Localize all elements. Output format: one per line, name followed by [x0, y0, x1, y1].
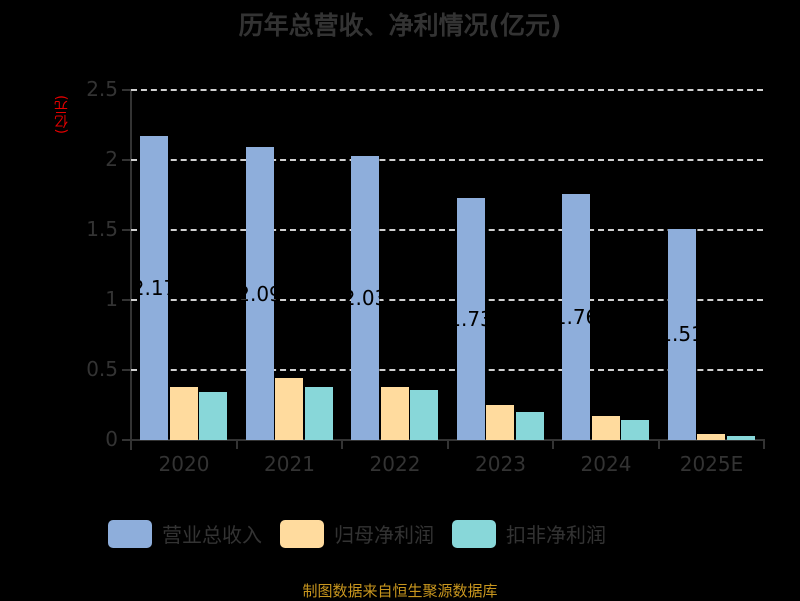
x-tick-label: 2022 — [369, 452, 421, 476]
bar-revenue — [456, 197, 485, 440]
bar-revenue — [140, 136, 168, 440]
legend-item[interactable]: 营业总收入 — [108, 519, 262, 548]
bar-value-label: 2.03 — [342, 285, 388, 310]
x-tick-mark — [552, 440, 554, 449]
x-tick-mark — [235, 440, 238, 449]
gridline — [131, 89, 763, 91]
bar-value-label: 1.51 — [659, 322, 704, 347]
bar-value-label: 1.76 — [553, 304, 599, 329]
legend-label: 扣非净利润 — [506, 523, 606, 547]
y-tick-label: 1 — [105, 287, 118, 311]
y-tick-mark — [122, 299, 131, 301]
bar-value-label: 2.09 — [237, 281, 282, 306]
bar-value-label: 2.17 — [131, 276, 177, 301]
gridline — [131, 369, 763, 371]
y-tick-mark — [122, 89, 131, 91]
gridline — [131, 229, 763, 231]
legend-swatch — [280, 519, 324, 548]
bar-revenue — [351, 155, 379, 440]
y-tick-label: 2 — [105, 147, 118, 171]
gridline — [131, 299, 763, 301]
y-tick-mark — [122, 159, 131, 161]
bar-deducted-net-profit — [515, 412, 544, 440]
y-tick-label: 1.5 — [86, 217, 118, 241]
y-tick-label: 0.5 — [86, 357, 118, 381]
bar-deducted-net-profit — [621, 420, 649, 440]
x-tick-mark — [446, 440, 449, 449]
y-tick-mark — [122, 369, 131, 371]
x-tick-label: 2023 — [475, 452, 526, 476]
bar-net-profit — [486, 405, 514, 440]
data-source-note: 制图数据来自恒生聚源数据库 — [302, 582, 498, 600]
y-axis-line — [130, 90, 132, 450]
legend-label: 归母净利润 — [334, 523, 434, 547]
y-tick-mark — [122, 229, 131, 231]
bar-value-label: 1.73 — [448, 306, 493, 331]
bar-deducted-net-profit — [304, 386, 333, 440]
gridline — [131, 159, 763, 161]
x-tick-label: 2024 — [580, 452, 632, 476]
legend-label: 营业总收入 — [162, 523, 262, 547]
y-tick-mark — [122, 439, 131, 441]
legend-item[interactable]: 归母净利润 — [280, 519, 434, 548]
bar-net-profit — [591, 416, 620, 440]
legend-swatch — [108, 519, 152, 548]
bar-net-profit — [275, 378, 303, 440]
legend-item[interactable]: 扣非净利润 — [452, 519, 606, 548]
bar-net-profit — [697, 434, 725, 440]
bar-deducted-net-profit — [199, 392, 227, 440]
x-tick-label: 2025E — [679, 452, 744, 476]
bar-net-profit — [169, 386, 198, 440]
x-tick-mark — [341, 440, 343, 449]
x-tick-mark — [130, 440, 132, 449]
x-tick-mark — [657, 440, 660, 449]
x-tick-mark — [763, 440, 765, 449]
bar-revenue — [245, 147, 274, 440]
bar-deducted-net-profit — [410, 389, 438, 440]
bar-revenue — [667, 228, 696, 440]
x-tick-label: 2021 — [264, 452, 315, 476]
chart-title: 历年总营收、净利情况(亿元) — [238, 11, 562, 40]
bar-revenue — [562, 193, 590, 440]
legend-swatch — [452, 519, 496, 548]
y-tick-label: 0 — [105, 427, 118, 451]
y-tick-label: 2.5 — [86, 77, 118, 101]
x-tick-label: 2020 — [158, 452, 210, 476]
bar-deducted-net-profit — [726, 435, 755, 440]
legend: 营业总收入 归母净利润 扣非净利润 — [108, 519, 624, 548]
bar-net-profit — [380, 386, 409, 440]
